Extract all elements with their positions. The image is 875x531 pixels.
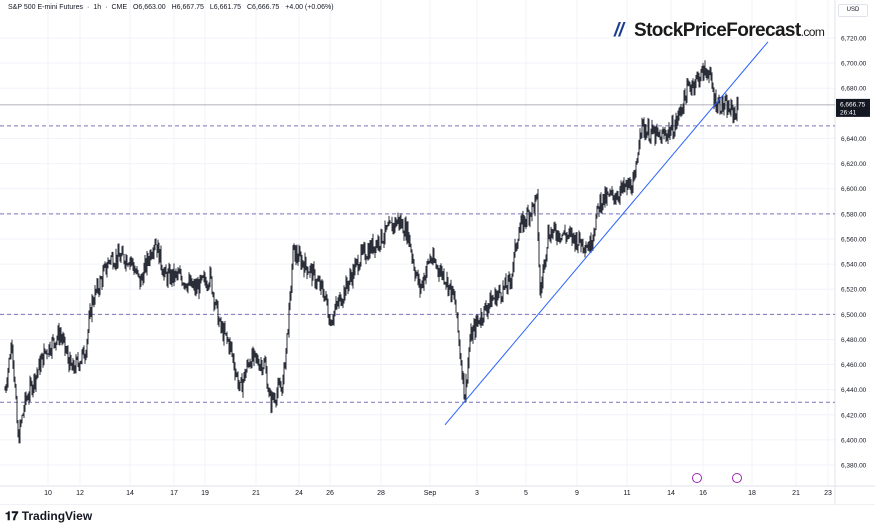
price-tick-label: 6,460.00 xyxy=(841,362,867,369)
watermark-logo: //StockPriceForecast.com xyxy=(614,20,825,41)
chart-legend: S&P 500 E-mini Futures · 1h · CME O6,663.00 … xyxy=(8,4,334,11)
high-value: H6,667.75 xyxy=(171,4,204,11)
time-tick-label[interactable]: 3 xyxy=(475,490,479,497)
interval[interactable]: 1h xyxy=(93,4,102,11)
price-tick-label: 6,440.00 xyxy=(841,387,867,394)
time-tick-label[interactable]: 24 xyxy=(295,490,303,497)
time-tick-label[interactable]: 16 xyxy=(699,490,707,497)
currency-button[interactable]: USD xyxy=(838,4,868,17)
price-tick-label: 6,380.00 xyxy=(841,463,867,470)
earnings-event-icon[interactable] xyxy=(732,473,742,483)
price-tick-label: 6,540.00 xyxy=(841,262,867,269)
low-value: L6,661.75 xyxy=(209,4,242,11)
time-tick-label[interactable]: 26 xyxy=(326,490,334,497)
dividend-event-icon[interactable] xyxy=(692,473,702,483)
price-tick-label: 6,520.00 xyxy=(841,287,867,294)
exchange: CME xyxy=(111,4,128,11)
time-tick-label[interactable]: 21 xyxy=(252,490,260,497)
time-tick-label[interactable]: 18 xyxy=(748,490,756,497)
time-tick-label[interactable]: 14 xyxy=(667,490,675,497)
price-tick-label: 6,560.00 xyxy=(841,236,867,243)
time-tick-label[interactable]: 10 xyxy=(44,490,52,497)
price-tick-label: 6,420.00 xyxy=(841,412,867,419)
symbol-name[interactable]: S&P 500 E-mini Futures xyxy=(8,4,83,11)
brand-icon: // xyxy=(614,20,624,41)
price-tick-label: 6,580.00 xyxy=(841,211,867,218)
price-tick-label: 6,680.00 xyxy=(841,86,867,93)
price-tick-label: 6,480.00 xyxy=(841,337,867,344)
time-tick-label[interactable]: 9 xyxy=(575,490,579,497)
time-tick-label[interactable]: 11 xyxy=(623,490,630,497)
price-tick-label: 6,600.00 xyxy=(841,186,867,193)
price-tick-label: 6,640.00 xyxy=(841,136,867,143)
close-value: C6,666.75 xyxy=(247,4,280,11)
price-tick-label: 6,400.00 xyxy=(841,437,867,444)
time-tick-label[interactable]: 19 xyxy=(201,490,209,497)
time-tick-label[interactable]: 21 xyxy=(792,490,800,497)
time-tick-label[interactable]: 28 xyxy=(377,490,385,497)
price-tick-label: 6,700.00 xyxy=(841,61,867,68)
trendline[interactable] xyxy=(444,41,769,426)
price-tick-label: 6,720.00 xyxy=(841,36,867,43)
price-tick-label: 6,620.00 xyxy=(841,161,867,168)
time-tick-label[interactable]: 14 xyxy=(126,490,134,497)
time-tick-label[interactable]: 23 xyxy=(824,490,832,497)
price-chart[interactable]: 6,380.00 6,400.00 6,420.00 6,440.00 6,460.00… xyxy=(0,0,875,505)
last-price-badge xyxy=(836,98,870,117)
time-tick-label[interactable]: 5 xyxy=(524,490,528,497)
price-tick-label: 6,500.00 xyxy=(841,312,867,319)
time-tick-label[interactable]: 17 xyxy=(170,490,178,497)
tradingview-logo[interactable]: 𝟏𝟕 TradingView xyxy=(5,509,93,523)
last-price-value: 6,666.75 xyxy=(840,101,866,108)
time-tick-label[interactable]: 12 xyxy=(76,490,84,497)
time-tick-label[interactable]: Sep xyxy=(424,490,437,497)
change-value: +4.00 (+0.06%) xyxy=(285,4,334,11)
open-value: O6,663.00 xyxy=(132,4,166,11)
bar-countdown: 26:41 xyxy=(840,109,857,116)
